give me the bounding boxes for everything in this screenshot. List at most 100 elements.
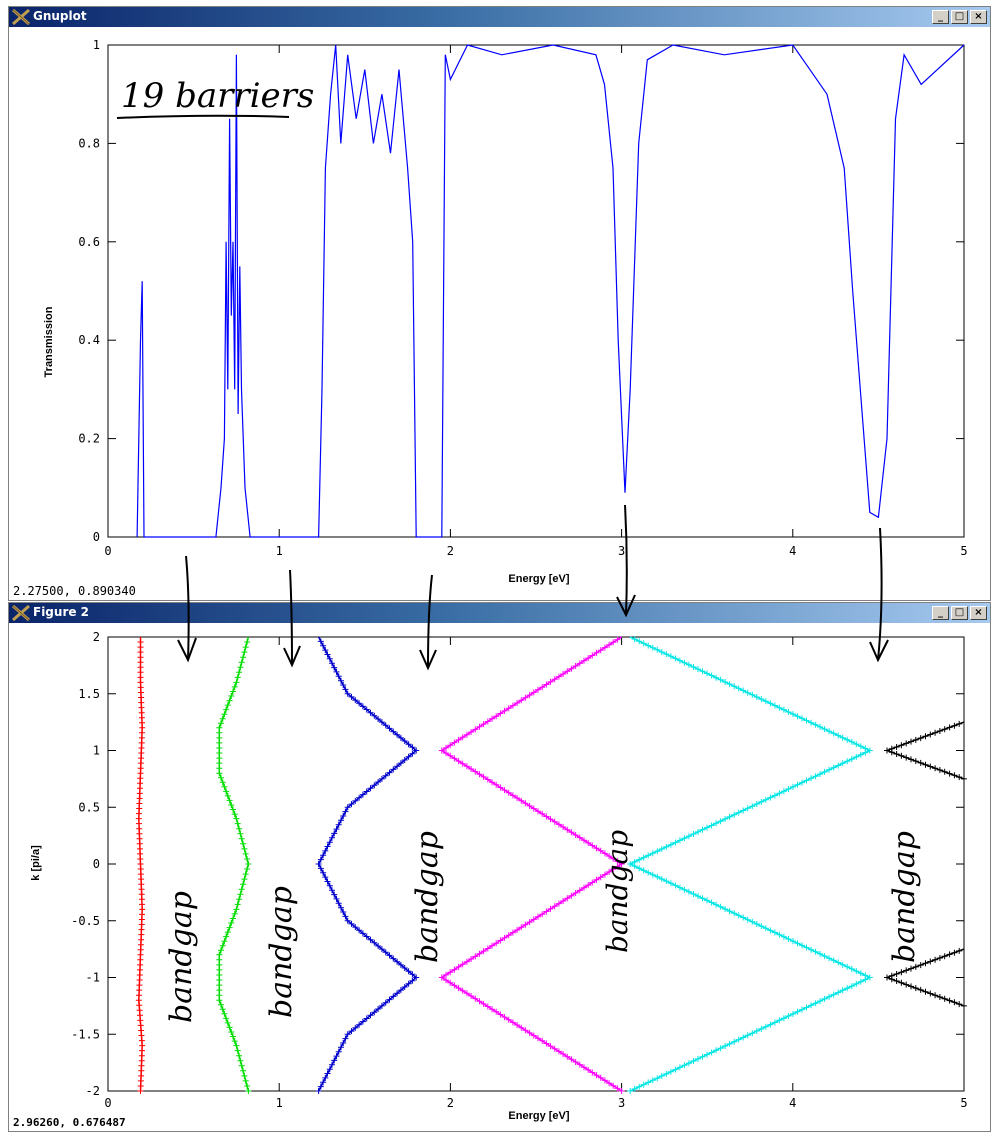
band-point [331,891,338,898]
band-point [672,839,679,846]
y-tick-label: 0.4 [78,333,100,347]
band-point [568,892,575,899]
band-point [224,792,231,799]
close-button[interactable]: × [970,606,987,620]
band-point [708,899,715,906]
band-point [348,693,355,700]
band-point [137,684,144,691]
band-point [386,952,393,959]
arrow-down-icon [616,504,636,618]
band-point [762,925,769,932]
close-button[interactable]: × [970,10,987,24]
y-tick-label: -0.5 [71,914,100,928]
band-point [790,1010,796,1017]
band-point [776,790,783,797]
band-point [941,995,948,1002]
band-point [744,805,751,812]
band-point [329,660,335,667]
band-point [581,837,587,844]
band-point [821,768,828,775]
band-point [326,1066,333,1073]
band-point [826,728,833,735]
band-point [244,1083,251,1089]
band-point [342,808,349,815]
band-point [463,958,470,965]
band-point [740,807,747,814]
band-point [322,874,329,881]
band-point [226,924,233,931]
title-bar[interactable]: Figure 2 _ □ × [9,603,990,623]
window-title: Gnuplot [33,9,87,23]
band-point [857,970,864,977]
band-point [908,965,914,972]
minimize-button[interactable]: _ [932,10,949,24]
band-point [826,955,833,962]
band-point [794,940,801,947]
band-point [335,673,342,680]
band-point [645,642,652,649]
band-point [790,938,796,945]
band-point [230,806,236,813]
band-point [941,953,948,960]
band-point [476,998,483,1005]
band-point [572,832,579,838]
band-point [593,876,600,883]
band-point [342,1035,349,1042]
band-point [848,738,855,745]
band-point [636,1083,643,1090]
band-point [505,705,512,712]
band-point [394,763,401,770]
band-point [137,775,144,782]
band-point [555,673,562,680]
band-point [848,965,855,972]
band-point [690,891,697,897]
band-structure-plot[interactable]: 0 1 2 3 4 5-2-1.5-1-0.500.511.52 Energy [eV] … [9,623,990,1123]
band-point [484,1003,491,1010]
band-point [547,816,554,823]
band-point [576,660,583,667]
band-point [826,766,833,773]
band-point [749,803,756,810]
band-point [390,955,397,962]
band-point [484,718,491,725]
band-point [835,989,842,996]
band-series-layer [135,636,967,1094]
band-point [610,639,617,646]
maximize-button[interactable]: □ [951,606,968,620]
band-point [640,640,647,647]
band-point [539,911,546,918]
x-tick-label: 5 [960,544,967,558]
band-point [221,783,228,790]
band-point [338,904,344,911]
band-point [233,1042,240,1049]
band-point [898,979,905,986]
band-point [333,895,340,902]
band-point [234,674,241,681]
band-point [606,853,613,860]
transmission-plot[interactable]: 0 1 2 3 4 5 0 0.2 0.4 0.6 0.8 1 Energy [eV] Transmi… [9,27,990,587]
title-bar[interactable]: Gnuplot _ □ × [9,7,990,27]
band-point [234,1047,241,1054]
band-point [722,679,729,685]
band-point [568,1056,575,1063]
band-point [946,770,953,777]
band-point [539,810,546,817]
band-point [888,972,895,979]
band-point [817,998,824,1005]
band-point [581,657,587,664]
band-point [223,933,230,940]
band-point [138,916,145,923]
maximize-button[interactable]: □ [951,10,968,24]
band-point [137,1017,144,1024]
band-point [848,756,855,763]
y-tick-label: 0.6 [78,235,100,249]
band-point [835,732,842,739]
band-point [713,674,720,681]
band-point [585,1066,592,1073]
band-point [137,664,144,671]
minimize-button[interactable]: _ [932,606,949,620]
arrow-down-icon [177,555,197,663]
band-point [735,685,742,692]
band-point [645,852,652,859]
band-point [476,723,483,730]
